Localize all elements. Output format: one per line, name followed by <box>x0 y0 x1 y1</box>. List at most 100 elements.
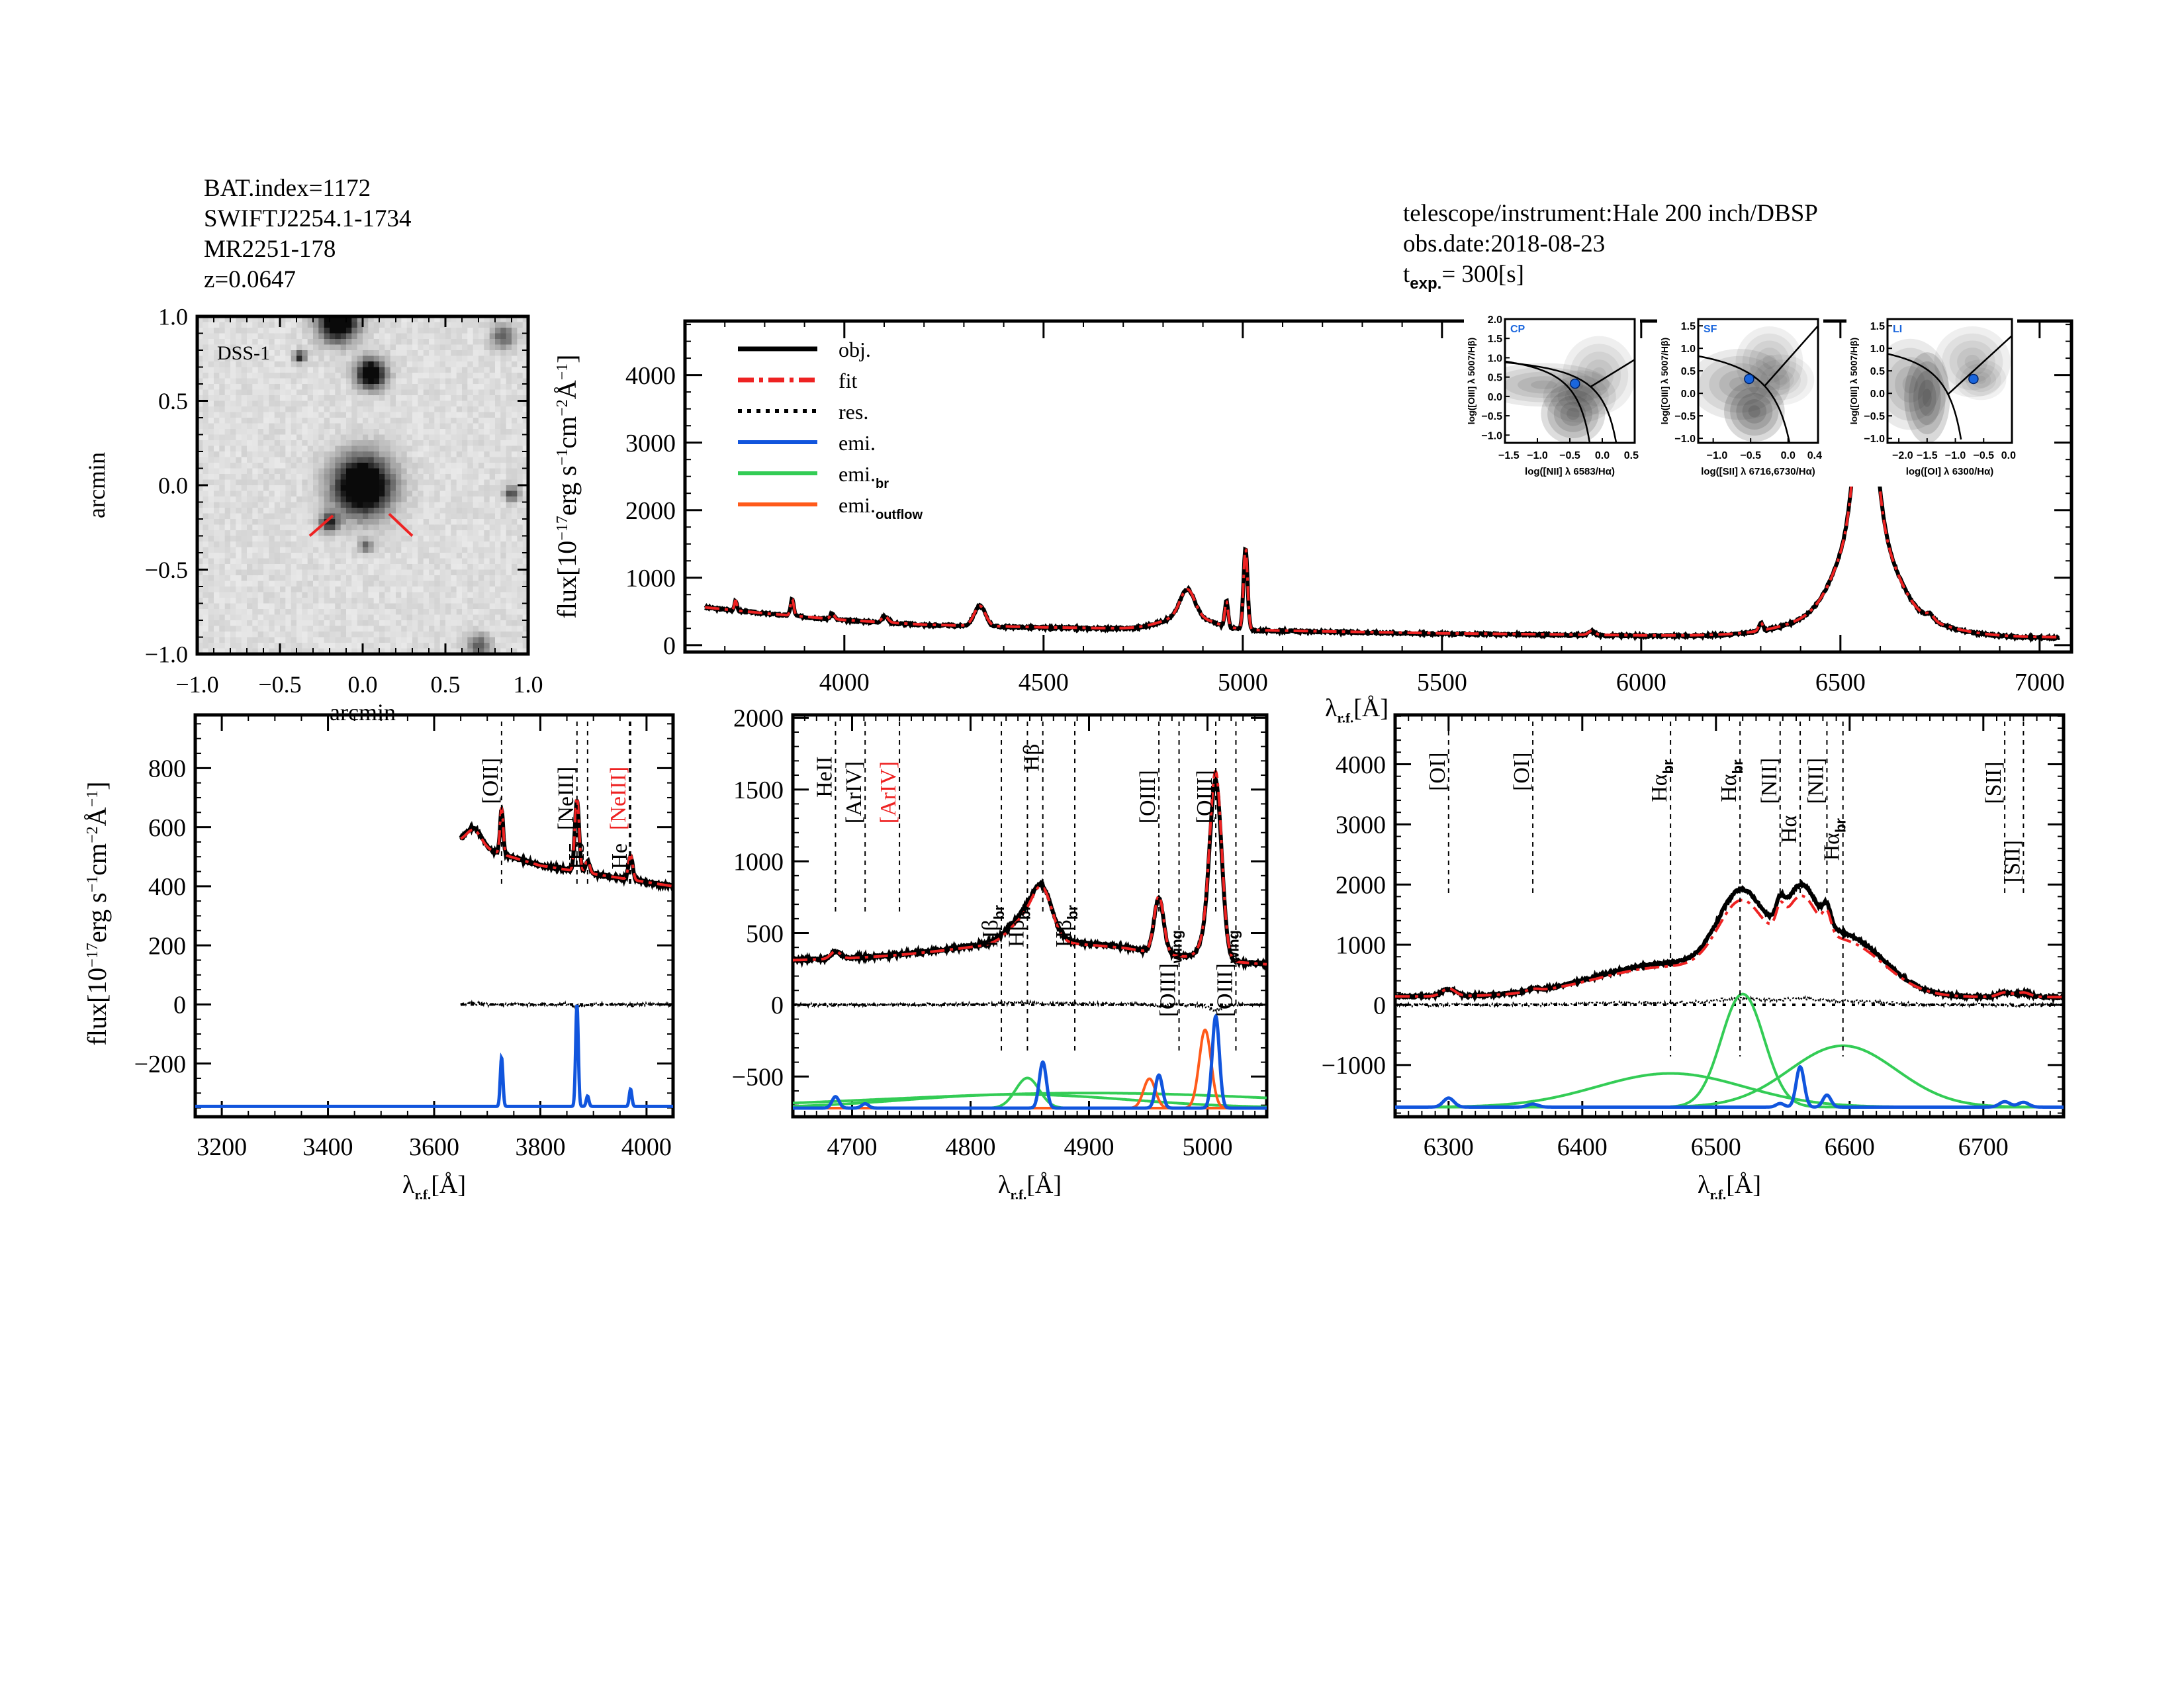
image-pixel <box>373 395 380 402</box>
image-pixel <box>429 463 435 469</box>
image-pixel <box>522 519 529 526</box>
image-pixel <box>330 389 336 396</box>
image-pixel <box>219 564 226 571</box>
image-pixel <box>363 575 369 582</box>
image-pixel <box>335 524 341 531</box>
image-pixel <box>451 328 457 334</box>
x-tick-label: −0.5 <box>1973 450 1994 461</box>
image-pixel <box>252 400 259 407</box>
image-pixel <box>495 558 501 565</box>
image-pixel <box>257 322 264 328</box>
image-pixel <box>439 457 446 463</box>
image-pixel <box>269 378 275 385</box>
image-pixel <box>346 626 352 632</box>
image-pixel <box>385 637 391 643</box>
image-pixel <box>467 355 474 362</box>
image-pixel <box>379 355 385 362</box>
image-pixel <box>257 429 264 436</box>
image-pixel <box>219 429 226 436</box>
image-pixel <box>484 418 490 424</box>
image-pixel <box>423 316 430 323</box>
image-pixel <box>445 491 451 497</box>
image-pixel <box>401 553 408 559</box>
image-pixel <box>451 322 457 328</box>
image-pixel <box>351 384 358 391</box>
image-pixel <box>373 485 380 492</box>
image-pixel <box>340 603 347 610</box>
image-pixel <box>473 378 479 385</box>
image-pixel <box>401 502 408 508</box>
image-pixel <box>373 322 380 328</box>
x-tick-label: 0.0 <box>348 671 378 698</box>
image-pixel <box>340 355 347 362</box>
image-pixel <box>313 603 319 610</box>
image-pixel <box>351 468 358 475</box>
image-pixel <box>197 395 203 402</box>
image-pixel <box>302 400 308 407</box>
image-pixel <box>252 541 259 548</box>
image-pixel <box>236 468 242 475</box>
x-axis-label: λr.f.[Å] <box>998 1171 1062 1203</box>
image-pixel <box>280 423 286 430</box>
image-pixel <box>219 468 226 475</box>
image-pixel <box>456 648 463 655</box>
image-pixel <box>197 316 203 323</box>
image-pixel <box>219 339 226 346</box>
image-pixel <box>219 575 226 582</box>
bpt-frame <box>1886 318 2013 444</box>
image-pixel <box>280 316 286 323</box>
image-pixel <box>390 547 396 553</box>
image-pixel <box>451 592 457 598</box>
image-pixel <box>467 564 474 571</box>
image-pixel <box>467 395 474 402</box>
image-pixel <box>203 479 209 486</box>
image-pixel <box>368 530 375 537</box>
image-pixel <box>473 333 479 340</box>
image-pixel <box>418 620 424 627</box>
image-pixel <box>385 598 391 604</box>
image-pixel <box>396 598 402 604</box>
image-pixel <box>379 445 385 452</box>
image-pixel <box>401 384 408 391</box>
image-pixel <box>197 423 203 430</box>
image-pixel <box>340 389 347 396</box>
image-pixel <box>340 406 347 413</box>
image-pixel <box>357 418 363 424</box>
image-pixel <box>462 491 468 497</box>
image-pixel <box>324 350 330 357</box>
image-pixel <box>224 440 231 447</box>
image-pixel <box>252 564 259 571</box>
density-contour <box>1965 367 1997 393</box>
image-pixel <box>489 547 496 553</box>
image-pixel <box>236 344 242 351</box>
image-pixel <box>313 530 319 537</box>
image-pixel <box>406 491 413 497</box>
image-pixel <box>473 316 479 323</box>
density-contour <box>1934 326 2011 398</box>
image-pixel <box>522 378 529 385</box>
image-pixel <box>517 350 523 357</box>
image-pixel <box>390 373 396 379</box>
image-pixel <box>285 485 292 492</box>
image-pixel <box>434 400 441 407</box>
image-pixel <box>241 474 248 481</box>
image-pixel <box>500 328 507 334</box>
image-pixel <box>473 536 479 542</box>
image-pixel <box>373 440 380 447</box>
image-pixel <box>517 445 523 452</box>
image-pixel <box>324 541 330 548</box>
image-pixel <box>434 468 441 475</box>
image-pixel <box>385 491 391 497</box>
image-pixel <box>456 367 463 373</box>
image-pixel <box>203 609 209 616</box>
image-pixel <box>340 418 347 424</box>
image-pixel <box>351 373 358 379</box>
image-pixel <box>357 373 363 379</box>
image-pixel <box>484 316 490 323</box>
image-pixel <box>385 451 391 458</box>
image-pixel <box>489 418 496 424</box>
image-pixel <box>214 513 220 520</box>
image-pixel <box>478 451 484 458</box>
image-pixel <box>274 474 281 481</box>
image-pixel <box>495 316 501 323</box>
